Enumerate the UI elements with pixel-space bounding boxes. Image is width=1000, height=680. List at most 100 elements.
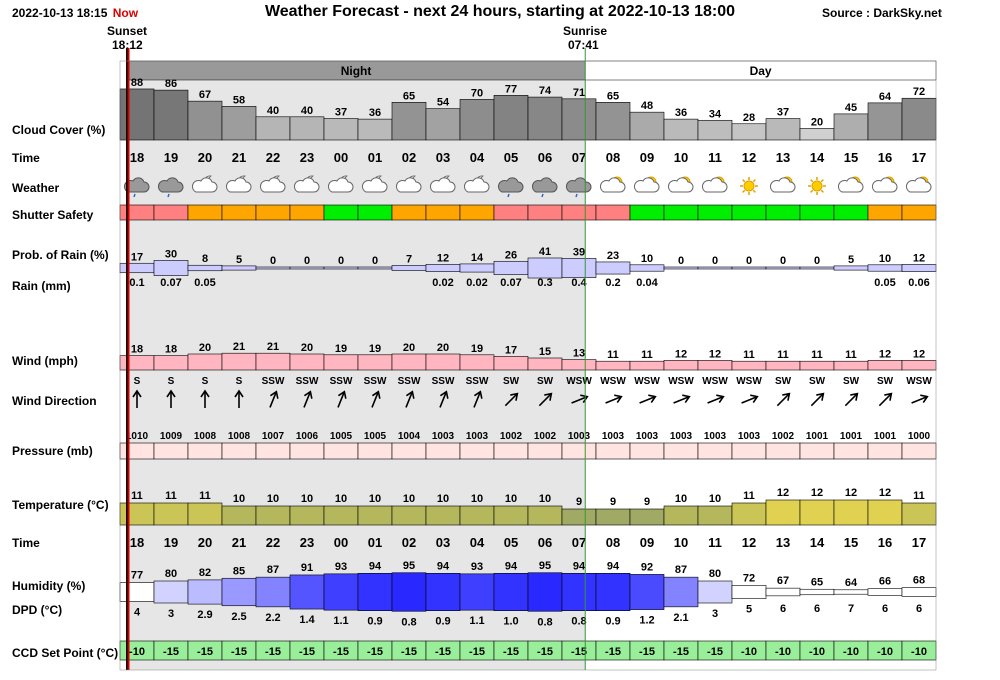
pressure-cell: [323, 442, 359, 460]
wind-value: 11: [777, 349, 789, 361]
row-label-pressure: Pressure (mb): [12, 444, 93, 458]
time-row-1-hour: 21: [232, 150, 246, 165]
humidity-value: 64: [845, 577, 858, 589]
wind-bar: [527, 357, 563, 371]
pressure-cell: [357, 442, 393, 460]
humidity-value: 65: [811, 576, 823, 588]
temperature-bar: [731, 502, 767, 526]
wind-arrow-shaft: [810, 393, 824, 407]
temperature-bar: [595, 508, 631, 526]
cloud-cover-value: 20: [811, 116, 823, 128]
humidity-value: 91: [301, 562, 313, 574]
rain-cloud-icon: [497, 177, 524, 198]
dpd-value: 0.9: [367, 616, 382, 628]
cloud-cover-bar: [901, 97, 937, 141]
time-row-1-hour: 04: [470, 150, 485, 165]
wind-arrow-shaft: [571, 396, 587, 404]
ccd-value: -15: [605, 646, 621, 658]
pressure-cell: [255, 442, 291, 460]
time-row-2-hour: 01: [368, 535, 382, 550]
wind-dir-label: SW: [775, 376, 792, 387]
wind-value: 11: [743, 349, 755, 361]
source-label: Source : DarkSky.net: [822, 6, 942, 20]
prob-rain-bar: [221, 265, 257, 271]
time-row-2-hour: 11: [708, 535, 722, 550]
wind-arrow-head: [371, 390, 381, 399]
dpd-value: 0.9: [435, 616, 450, 628]
grid-border: [119, 60, 937, 671]
dpd-value: 2.1: [673, 612, 688, 624]
prob-rain-bar: [901, 264, 937, 272]
prob-rain-value: 0: [814, 255, 820, 267]
time-row-1-hour: 08: [606, 150, 620, 165]
wind-value: 11: [811, 349, 823, 361]
time-row-1-hour: 11: [708, 150, 722, 165]
shutter-cell: [323, 204, 359, 221]
wind-value: 21: [233, 341, 245, 353]
prob-rain-bar: [459, 263, 495, 273]
pressure-cell: [731, 442, 767, 460]
temperature-bar: [187, 502, 223, 526]
ccd-value: -15: [197, 646, 213, 658]
page-title: Weather Forecast - next 24 hours, starti…: [264, 3, 736, 20]
pressure-cell: [663, 442, 699, 460]
pressure-cell: [629, 442, 665, 460]
wind-arrow-head: [269, 390, 279, 399]
ccd-value: -15: [333, 646, 349, 658]
cloud-cover-value: 88: [131, 77, 143, 89]
rain-cloud-icon: [531, 177, 558, 198]
prob-rain-value: 0: [746, 255, 752, 267]
humidity-bar: [697, 580, 733, 604]
cloud-shape: [361, 177, 388, 193]
humidity-value: 92: [641, 561, 653, 573]
cloud-shape: [497, 177, 524, 193]
wind-dir-label: S: [202, 376, 209, 387]
pressure-value: 1003: [568, 431, 591, 442]
dpd-value: 1.4: [299, 614, 315, 626]
prob-rain-value: 5: [236, 254, 242, 266]
rain-drop: [133, 193, 136, 198]
time-row-1-hour: 00: [334, 150, 348, 165]
row-label-ccd: CCD Set Point (°C): [12, 646, 118, 660]
wind-arrow-head: [234, 389, 244, 398]
dpd-value: 4: [134, 606, 141, 618]
pressure-value: 1001: [840, 431, 863, 442]
partly-cloudy-night-icon: [259, 175, 286, 193]
wind-arrow-head: [614, 394, 623, 404]
wind-dir-label: SW: [877, 376, 894, 387]
temperature-value: 11: [199, 490, 211, 502]
prob-rain-value: 12: [913, 252, 925, 264]
prob-rain-value: 7: [406, 253, 412, 265]
prob-rain-bar: [357, 266, 393, 270]
pressure-cell: [527, 442, 563, 460]
wind-dir-label: SSW: [466, 376, 489, 387]
prob-rain-bar: [527, 257, 563, 279]
time-row-2-hour: 15: [844, 535, 858, 550]
humidity-value: 94: [573, 560, 586, 572]
humidity-bar: [289, 574, 325, 610]
wind-value: 17: [505, 344, 517, 356]
row-labels: Cloud Cover (%) Time Weather Shutter Safety…: [12, 123, 118, 660]
wind-dir-label: WSW: [668, 376, 694, 387]
pressure-value: 1006: [296, 431, 319, 442]
cloud-cover-value: 36: [369, 107, 381, 119]
wind-value: 19: [335, 343, 347, 355]
partly-cloudy-night-icon: [327, 175, 354, 193]
time-row-2-hour: 12: [742, 535, 756, 550]
humidity-value: 67: [777, 575, 789, 587]
ccd-value: -10: [877, 646, 893, 658]
cloud-cover-value: 28: [743, 112, 755, 124]
pressure-cell: [901, 442, 937, 460]
cloud-shape: [633, 177, 660, 193]
wind-arrow: [538, 392, 553, 407]
wind-arrow-shaft: [911, 396, 927, 404]
wind-dir-label: WSW: [736, 376, 762, 387]
wind-dir-label: SW: [843, 376, 860, 387]
dpd-value: 2.5: [231, 611, 246, 623]
wind-value: 12: [913, 348, 925, 360]
wind-dir-label: SSW: [364, 376, 387, 387]
wind-arrow-shaft: [538, 393, 552, 407]
pressure-value: 1002: [534, 431, 557, 442]
humidity-value: 94: [437, 560, 450, 572]
sun-ray: [820, 189, 824, 193]
